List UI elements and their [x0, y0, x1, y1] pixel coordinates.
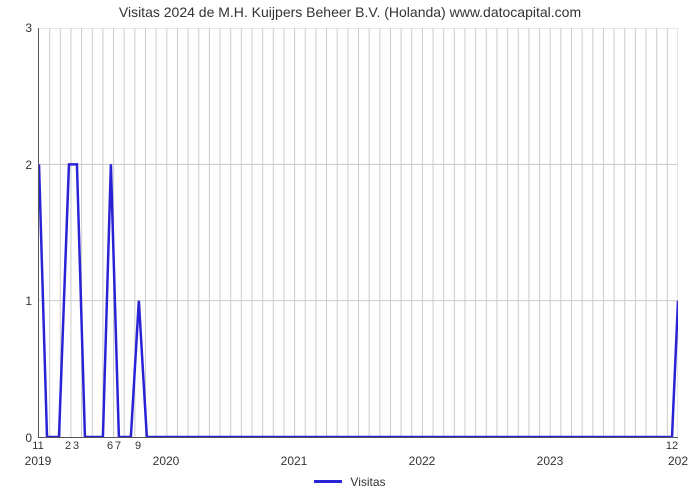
x-point-label: 9: [135, 440, 141, 452]
legend-swatch-visitas: [314, 480, 342, 483]
x-point-label: 2: [65, 440, 71, 452]
x-point-label: 6: [107, 440, 113, 452]
x-point-label: 3: [73, 440, 79, 452]
legend: Visitas: [0, 474, 700, 489]
x-year-label: 2022: [409, 454, 436, 468]
x-year-label: 2019: [25, 454, 52, 468]
y-tick-label: 1: [0, 294, 32, 308]
x-year-label: 2023: [537, 454, 564, 468]
chart-container: { "chart": { "type": "line", "title": "V…: [0, 0, 700, 500]
y-tick-label: 2: [0, 158, 32, 172]
x-year-label: 2021: [281, 454, 308, 468]
legend-label-visitas: Visitas: [350, 475, 385, 489]
y-tick-label: 0: [0, 431, 32, 445]
chart-title: Visitas 2024 de M.H. Kuijpers Beheer B.V…: [0, 4, 700, 20]
x-point-label: 7: [115, 440, 121, 452]
y-tick-label: 3: [0, 21, 32, 35]
x-point-label: 12: [666, 440, 678, 452]
x-year-label: 2020: [153, 454, 180, 468]
x-year-label: 202: [668, 454, 688, 468]
x-point-label: 11: [32, 440, 43, 452]
plot-area: [38, 28, 678, 438]
